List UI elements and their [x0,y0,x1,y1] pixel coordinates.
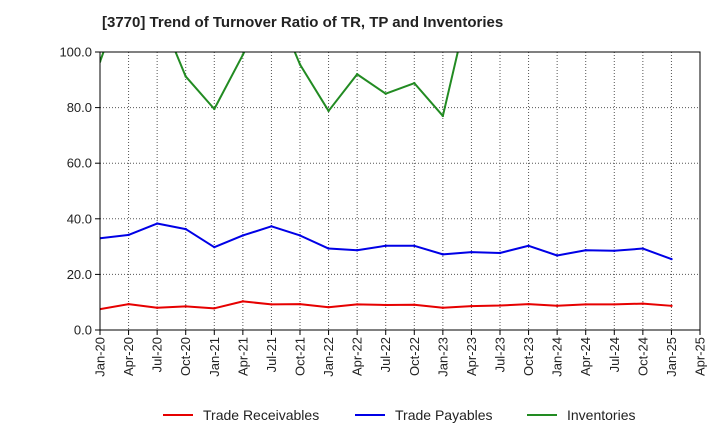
x-tick-label: Jan-21 [207,337,222,377]
data-point-inventories [355,73,359,76]
data-point-trade-receivables [441,306,445,309]
data-point-trade-payables [184,227,187,231]
x-tick-label: Oct-22 [407,337,422,376]
legend-label: Trade Receivables [203,407,320,423]
data-point-trade-receivables [470,304,473,308]
data-point-trade-payables [413,244,416,247]
x-tick-label: Jul-22 [378,337,393,372]
data-point-inventories [213,107,216,111]
data-point-trade-payables [270,225,273,228]
plot-area [100,52,700,330]
x-tick-label: Oct-20 [178,337,193,376]
data-point-trade-receivables [670,304,673,308]
data-point-trade-receivables [413,303,416,306]
data-point-trade-payables [327,247,330,250]
data-point-inventories [298,63,302,66]
x-tick-label: Jul-21 [264,337,279,372]
data-point-trade-payables [155,222,159,225]
data-point-inventories [441,114,445,118]
data-point-trade-payables [555,254,559,257]
data-point-inventories [184,75,187,78]
data-point-trade-receivables [641,302,645,305]
legend-item-trade-receivables: Trade Receivables [163,404,319,426]
x-tick-label: Jul-20 [150,337,165,372]
series-layer [100,6,673,311]
data-point-inventories [327,109,330,113]
x-axis-ticks: Jan-20 Apr-20 Jul-20 Oct-20 Jan-21 Apr-21 Jul-… [93,330,708,377]
data-point-trade-receivables [184,305,187,308]
legend-label: Inventories [567,407,636,423]
x-tick-label: Apr-25 [693,337,708,376]
y-tick-label: 60.0 [67,156,92,171]
x-tick-label: Apr-21 [235,337,250,376]
data-point-trade-payables [470,250,473,254]
x-tick-label: Jul-24 [607,337,622,372]
data-point-trade-receivables [527,302,530,306]
data-point-trade-receivables [270,303,273,306]
data-point-trade-receivables [327,306,330,309]
legend-swatch [355,414,385,416]
data-point-trade-receivables [584,303,587,306]
data-point-trade-receivables [155,306,159,309]
data-point-trade-receivables [555,304,559,308]
data-point-trade-receivables [384,303,387,307]
data-point-trade-payables [355,249,359,252]
x-tick-label: Apr-23 [464,337,479,376]
data-point-trade-receivables [298,302,302,306]
x-tick-label: Jan-22 [321,337,336,377]
data-point-trade-payables [613,249,616,252]
data-point-trade-payables [213,245,216,249]
y-tick-label: 0.0 [74,323,92,338]
legend-item-trade-payables: Trade Payables [355,404,493,426]
data-point-trade-payables [127,233,130,237]
x-tick-label: Jul-23 [493,337,508,372]
series-line-inventories [100,52,459,117]
data-point-inventories [413,81,416,85]
x-tick-label: Jan-25 [664,337,679,377]
data-point-trade-payables [584,249,587,252]
data-point-trade-receivables [498,304,502,307]
x-tick-label: Jan-20 [93,337,108,377]
legend-label: Trade Payables [395,407,493,423]
data-point-inventories [241,53,245,56]
y-axis-ticks: 0.0 20.0 40.0 60.0 80.0 100.0 [59,45,100,338]
plot-frame [99,51,701,331]
chart-title: [3770] Trend of Turnover Ratio of TR, TP… [102,14,504,31]
x-tick-label: Jan-24 [550,337,565,377]
data-point-trade-receivables [355,303,359,306]
x-tick-label: Oct-23 [521,337,536,376]
x-tick-label: Oct-21 [293,337,308,376]
data-point-trade-payables [441,253,445,256]
data-point-trade-receivables [613,303,616,306]
legend-swatch [163,414,193,416]
x-tick-label: Apr-22 [350,337,365,376]
data-point-trade-payables [384,244,387,247]
x-tick-label: Apr-24 [578,337,593,376]
legend: Trade Receivables Trade Payables Invento… [0,404,720,426]
data-point-inventories [156,6,158,8]
legend-swatch [527,414,557,416]
data-point-trade-payables [298,234,302,237]
data-point-trade-payables [498,251,502,255]
data-point-trade-payables [241,234,245,237]
y-tick-label: 80.0 [67,100,92,115]
gridlines [100,52,700,330]
data-point-trade-receivables [213,307,216,310]
data-point-trade-payables [670,257,673,261]
data-point-trade-receivables [241,300,245,303]
data-point-trade-payables [641,247,645,250]
line-chart: 0.0 20.0 40.0 60.0 80.0 100.0 Jan-20 Apr-20 Jul… [59,6,708,377]
data-point-inventories [384,92,387,95]
data-point-trade-payables [527,244,530,247]
legend-item-inventories: Inventories [527,404,635,426]
y-tick-label: 100.0 [59,45,92,60]
x-tick-label: Oct-24 [635,337,650,376]
y-tick-label: 20.0 [67,267,92,282]
x-tick-label: Jan-23 [435,337,450,377]
x-tick-label: Apr-20 [121,337,136,376]
data-point-trade-receivables [127,302,130,306]
y-tick-label: 40.0 [67,211,92,226]
